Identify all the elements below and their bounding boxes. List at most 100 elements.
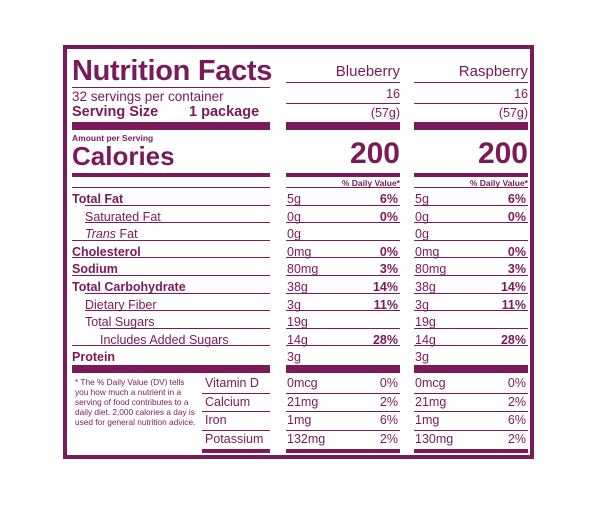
vitamin-dv: 6% [379, 413, 398, 427]
nutrient-amount: 5g [287, 192, 301, 206]
product-servings: 16 [514, 87, 528, 101]
vitamin-bottom-bar [202, 449, 270, 453]
nutrient-dv: 3% [507, 262, 526, 277]
product-row-rule [286, 257, 400, 259]
product-row-rule [286, 327, 400, 329]
vitamin-row-rule [414, 392, 528, 394]
nutrient-dv: 3% [379, 262, 398, 277]
nutrient-amount: 0g [287, 209, 301, 224]
nutrient-label-dietary_fiber: Dietary Fiber [85, 297, 157, 312]
product-bottom-bar [286, 449, 400, 453]
vitamin-label: Potassium [205, 431, 264, 446]
nutrient-dv: 28% [372, 332, 398, 347]
protein-thick-bar [72, 365, 270, 373]
nutrient-dv: 11% [373, 297, 398, 312]
product-name: Blueberry [335, 63, 400, 80]
nutrient-dv: 6% [379, 192, 398, 206]
nutrient-dv: 14% [372, 280, 398, 294]
servings-per-container: 32 servings per container [72, 89, 224, 104]
nutrient-rule [72, 345, 270, 347]
product-name-rule [286, 82, 400, 83]
vitamin-row-rule [414, 429, 528, 431]
nutrient-rule [72, 187, 270, 188]
vitamin-amount: 0mcg [287, 376, 318, 390]
calories-bar [72, 173, 270, 177]
nutrient-dv: 0% [507, 209, 526, 224]
vitamin-row-rule [414, 411, 528, 412]
nutrient-rule [100, 327, 270, 329]
nutrient-amount: 38g [415, 280, 436, 294]
product-row-rule [286, 310, 400, 312]
nutrient-amount: 0g [287, 227, 301, 242]
product-row-rule [414, 275, 528, 276]
product-row-rule [414, 239, 528, 241]
product-row-rule [286, 239, 400, 241]
nutrient-dv: 0% [507, 244, 526, 259]
vitamin-dv: 2% [379, 431, 398, 446]
vitamin-row-rule [286, 392, 400, 394]
product-dv-header: % Daily Value* [341, 178, 400, 188]
product-serving-bar [286, 122, 400, 130]
product-calories-bar [286, 173, 400, 177]
serving-thick-bar [72, 122, 270, 130]
nutrient-dv: 0% [379, 244, 398, 259]
label-title: Nutrition Facts [72, 55, 273, 87]
nutrient-label-total_fat: Total Fat [72, 192, 124, 206]
product-servings: 16 [386, 87, 400, 101]
product-row-rule [414, 327, 528, 329]
vitamin-amount: 21mg [415, 394, 447, 409]
vitamin-dv: 6% [507, 413, 526, 427]
vitamin-dv: 2% [379, 394, 398, 409]
nutrient-amount: 0mg [287, 244, 312, 259]
nutrient-amount: 19g [415, 315, 436, 330]
nutrient-amount: 5g [415, 192, 429, 206]
nutrient-label-protein: Protein [72, 350, 116, 365]
product-row-rule [286, 292, 400, 294]
nutrient-amount: 80mg [287, 262, 319, 277]
nutrient-rule [72, 257, 270, 259]
product-protein-bar [286, 365, 400, 373]
nutrient-amount: 0g [415, 227, 429, 242]
nutrient-label-cholesterol: Cholesterol [72, 244, 141, 259]
nutrient-label-total_sugars: Total Sugars [85, 315, 155, 330]
nutrient-amount: 19g [287, 315, 308, 330]
product-row-rule [414, 204, 528, 206]
vitamin-dv: 2% [507, 431, 526, 446]
nutrient-amount: 14g [287, 332, 308, 347]
product-row-rule [286, 345, 400, 347]
nutrient-dv: 11% [501, 297, 526, 312]
product-row-rule [414, 310, 528, 312]
product-serving-grams: (57g) [498, 106, 528, 120]
vitamin-amount: 1mg [287, 413, 312, 427]
nutrient-amount: 3g [415, 297, 429, 312]
nutrient-label-italic: Trans [85, 227, 117, 242]
nutrition-facts-panel: Nutrition Facts 32 servings per containe… [63, 45, 534, 459]
product-name-rule [414, 82, 528, 83]
vitamin-label: Vitamin D [205, 376, 259, 390]
vitamin-amount: 0mcg [415, 376, 446, 390]
title-rule [72, 87, 270, 88]
product-calories: 200 [349, 137, 400, 170]
nutrient-dv: 6% [507, 192, 526, 206]
nutrient-rule [72, 239, 270, 241]
vitamin-amount: 132mg [287, 431, 326, 446]
product-row-rule [286, 222, 400, 224]
product-serving-bar [414, 122, 528, 130]
nutrient-rule [72, 275, 270, 276]
product-row-rule [414, 345, 528, 347]
nutrient-label-added_sugars: Includes Added Sugars [100, 332, 229, 347]
product-row-rule [286, 204, 400, 206]
vitamin-dv: 0% [507, 376, 526, 390]
product-calories: 200 [477, 137, 528, 170]
nutrient-amount: 3g [287, 297, 301, 312]
nutrient-label-total_carbohydrate: Total Carbohydrate [72, 280, 186, 294]
nutrient-label-trans_fat: Trans Fat [85, 227, 138, 241]
nutrient-label-saturated_fat: Saturated Fat [85, 209, 161, 224]
vitamin-dv: 2% [507, 394, 526, 409]
product-calories-bar [414, 173, 528, 177]
nutrient-amount: 0g [415, 209, 429, 224]
product-protein-bar [414, 365, 528, 373]
product-row-rule [414, 187, 528, 188]
vitamin-row-rule [286, 429, 400, 431]
calories-label: Calories [72, 141, 175, 171]
